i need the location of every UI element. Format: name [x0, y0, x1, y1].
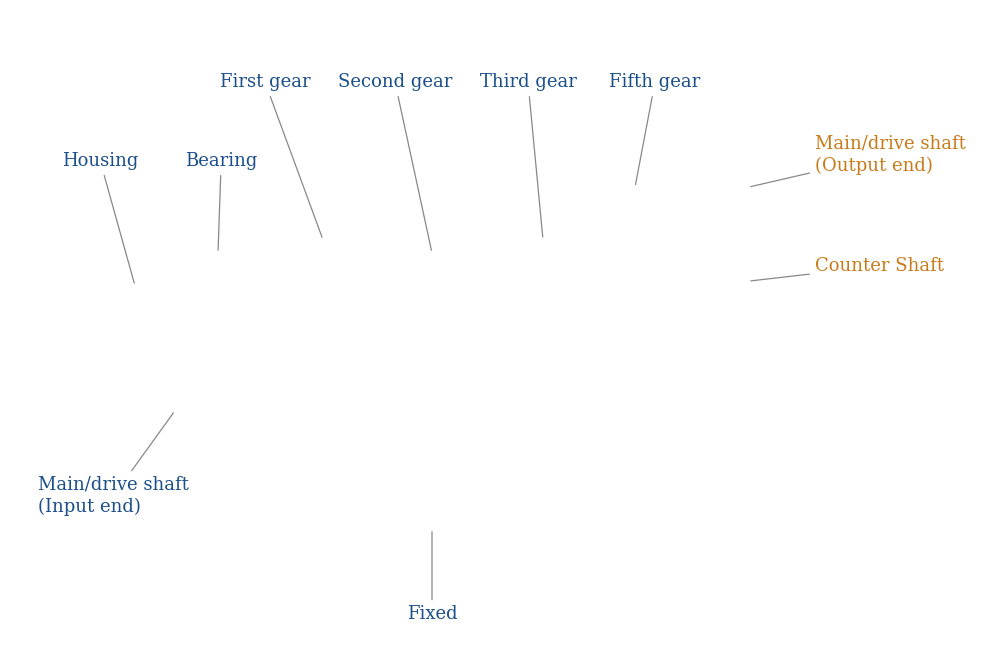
Text: Third gear: Third gear	[480, 73, 576, 237]
Text: Counter Shaft: Counter Shaft	[751, 257, 944, 281]
Text: Housing: Housing	[62, 152, 138, 283]
Text: First gear: First gear	[220, 73, 322, 237]
Text: Fixed: Fixed	[407, 532, 457, 623]
Text: Fifth gear: Fifth gear	[609, 73, 701, 185]
Text: Second gear: Second gear	[338, 73, 452, 250]
Text: Main/drive shaft
(Input end): Main/drive shaft (Input end)	[38, 413, 189, 516]
Text: Bearing: Bearing	[185, 152, 257, 250]
Text: Main/drive shaft
(Output end): Main/drive shaft (Output end)	[751, 134, 966, 187]
